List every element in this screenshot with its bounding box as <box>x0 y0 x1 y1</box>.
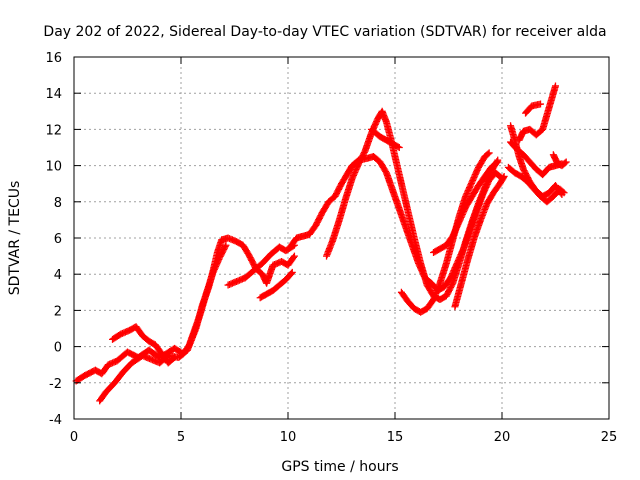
series-track-8 <box>367 125 403 151</box>
y-tick-label: 14 <box>45 87 62 102</box>
y-tick-label: 0 <box>54 341 62 356</box>
y-tick-label: 6 <box>54 232 62 247</box>
series-track-10 <box>430 158 502 256</box>
x-tick-label: 15 <box>387 430 404 445</box>
x-tick-label: 20 <box>494 430 511 445</box>
x-tick-label: 25 <box>601 430 618 445</box>
data-point <box>287 269 295 277</box>
data-point <box>288 268 296 276</box>
data-point <box>561 159 569 167</box>
data-point <box>485 149 493 157</box>
series-track-16 <box>522 100 545 117</box>
series-track-2 <box>96 241 230 405</box>
series-track-17 <box>549 151 570 170</box>
axis-ticks: 0 5 10 15 20 25 -4 -2 0 2 4 6 8 10 12 14 16 <box>45 51 617 445</box>
data-point <box>559 188 567 196</box>
data-point <box>290 253 298 261</box>
data-point <box>562 158 570 166</box>
data-point <box>395 144 403 151</box>
series-track-7 <box>323 107 502 304</box>
x-tick-label: 10 <box>280 430 297 445</box>
data-point <box>494 158 502 166</box>
data-point <box>394 143 402 151</box>
x-axis-label: GPS time / hours <box>281 459 398 475</box>
y-tick-label: 8 <box>54 196 62 211</box>
y-tick-label: -4 <box>49 413 62 428</box>
data-point <box>171 353 179 361</box>
series-track-11 <box>451 172 508 311</box>
data-point <box>537 100 545 108</box>
x-tick-label: 0 <box>70 430 78 445</box>
y-tick-label: 4 <box>54 268 62 283</box>
series-track-13 <box>504 163 568 206</box>
data-point <box>493 159 501 167</box>
y-tick-label: -2 <box>49 377 62 392</box>
data-point <box>484 150 492 158</box>
data-point <box>221 243 229 251</box>
series-track-5 <box>256 268 296 302</box>
data-point <box>170 354 178 362</box>
data-point <box>499 174 507 182</box>
chart-title: Day 202 of 2022, Sidereal Day-to-day VTE… <box>43 24 606 40</box>
x-tick-label: 5 <box>177 430 185 445</box>
data-point <box>290 252 298 260</box>
y-tick-label: 2 <box>54 304 62 319</box>
y-axis-label: SDTVAR / TECUs <box>7 181 23 296</box>
series-track-15 <box>515 82 559 144</box>
series-track-3 <box>109 323 179 367</box>
y-tick-label: 12 <box>45 123 62 138</box>
series-track-4 <box>224 241 298 289</box>
y-tick-label: 16 <box>45 51 62 66</box>
y-tick-label: 10 <box>45 160 62 175</box>
data-point <box>222 241 230 249</box>
data-point <box>500 172 508 180</box>
data-point <box>552 82 559 90</box>
data-point <box>560 189 568 197</box>
data-points <box>72 82 570 405</box>
